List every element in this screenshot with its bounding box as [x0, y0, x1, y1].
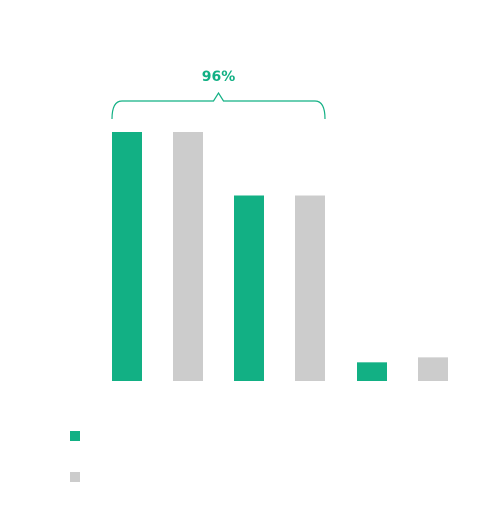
- bar-series-1-group-1: [112, 132, 142, 381]
- annotation-bracket-group: 96%: [111, 69, 326, 120]
- bar-group: [112, 132, 448, 381]
- legend-swatch-series-2: [70, 472, 80, 482]
- bar-series-2-group-2: [295, 195, 325, 381]
- legend-item-series-2: [70, 471, 88, 483]
- bar-series-1-group-3: [357, 362, 387, 381]
- annotation-bracket: [111, 91, 326, 120]
- legend-item-series-1: [70, 430, 88, 442]
- bar-series-1-group-2: [234, 195, 264, 381]
- annotation-label: 96%: [202, 69, 236, 85]
- legend-swatch-series-1: [70, 431, 80, 441]
- bar-series-2-group-1: [173, 132, 203, 381]
- legend: [70, 430, 88, 512]
- bar-series-2-group-3: [418, 357, 448, 381]
- bar-chart: 96%: [111, 69, 448, 381]
